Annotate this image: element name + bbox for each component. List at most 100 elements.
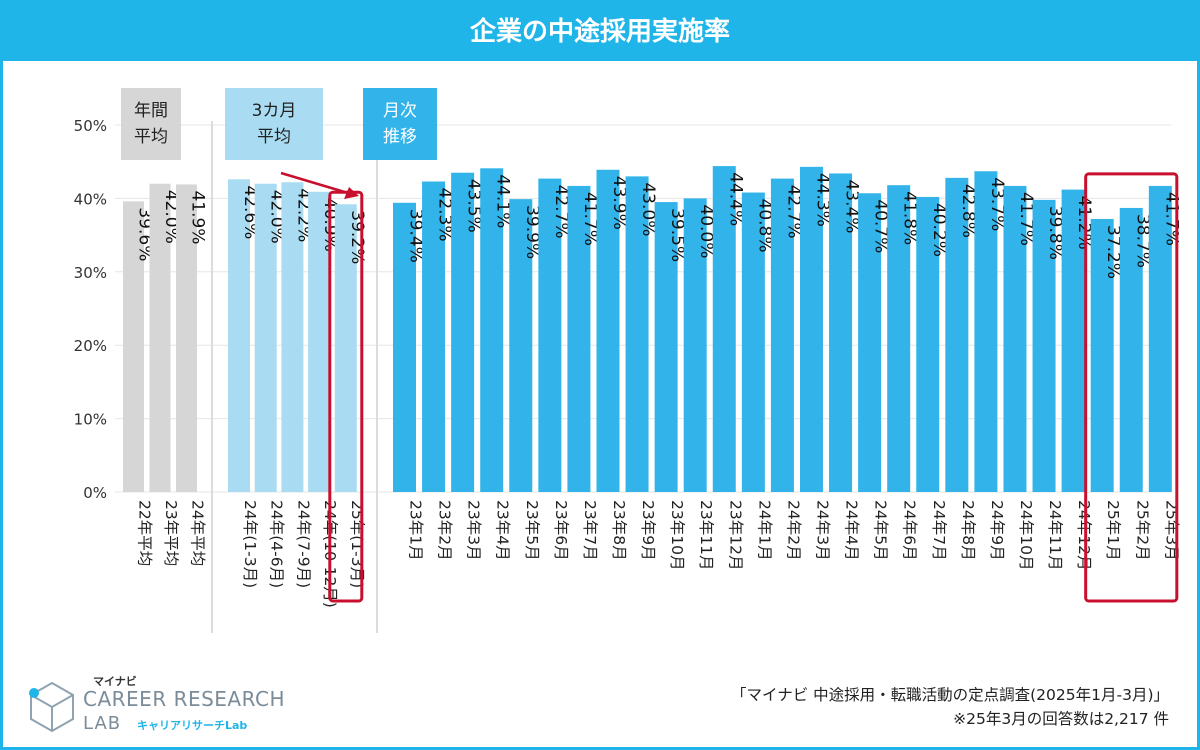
x-tick-label: 24年(7-9月) xyxy=(294,500,312,588)
bar xyxy=(596,169,620,493)
bar xyxy=(654,202,678,492)
bar-value-label: 39.8% xyxy=(1045,206,1065,260)
x-tick-label: 24年5月 xyxy=(872,500,890,561)
x-tick-label: 25年1月 xyxy=(1104,500,1122,561)
bar xyxy=(829,173,853,492)
bar xyxy=(1003,185,1027,492)
bar-value-label: 42.8% xyxy=(958,184,978,238)
x-tick-label: 23年3月 xyxy=(465,500,483,561)
bar-value-label: 43.9% xyxy=(609,176,629,230)
bar-value-label: 40.0% xyxy=(696,204,716,258)
x-tick-label: 24年6月 xyxy=(901,500,919,561)
chart-title: 企業の中途採用実施率 xyxy=(3,3,1197,61)
bar xyxy=(858,193,882,492)
bar xyxy=(974,171,998,492)
x-tick-label: 23年11月 xyxy=(697,500,715,570)
group-label-box xyxy=(121,88,181,160)
cube-logo-icon xyxy=(29,681,74,733)
x-tick-label: 23年1月 xyxy=(407,500,425,561)
bar xyxy=(480,168,504,492)
bar-value-label: 40.8% xyxy=(754,199,774,253)
bar xyxy=(393,202,416,492)
x-tick-label: 24年2月 xyxy=(784,500,802,561)
group-label-text: 年間 xyxy=(134,101,168,121)
bar xyxy=(228,179,250,493)
bar xyxy=(799,166,823,492)
bar-value-label: 43.5% xyxy=(464,179,484,233)
bar-value-label: 39.4% xyxy=(406,209,426,263)
bar xyxy=(123,201,144,492)
group-label-text: 推移 xyxy=(383,127,417,147)
x-tick-label: 24年3月 xyxy=(813,500,831,561)
arrow-head-icon xyxy=(344,187,359,199)
bar xyxy=(149,183,171,492)
x-tick-label: 23年7月 xyxy=(581,500,599,561)
bar xyxy=(567,185,591,492)
footer: 「マイナビ 中途採用・転職活動の定点調査(2025年1月-3月)」 ※25年3月… xyxy=(731,683,1169,731)
arrow-line xyxy=(280,171,349,195)
bar-value-label: 39.2% xyxy=(347,210,367,264)
logo-brand-sub: キャリアリサーチLab xyxy=(137,719,248,732)
logo-brand-small: マイナビ xyxy=(93,675,137,688)
logo-brand-lab: LAB xyxy=(83,713,122,734)
bar xyxy=(770,178,794,492)
group-label-text: 平均 xyxy=(257,127,291,147)
x-tick-label: 23年8月 xyxy=(610,500,628,561)
bar xyxy=(887,185,911,493)
x-tick-label: 24年11月 xyxy=(1046,500,1064,570)
bar-value-label: 41.2% xyxy=(1074,196,1094,250)
x-tick-label: 23年10月 xyxy=(668,500,686,570)
bar xyxy=(334,204,357,492)
x-tick-label: 23年6月 xyxy=(552,500,570,561)
logo-brand-main: CAREER RESEARCH xyxy=(83,687,286,711)
highlight-box xyxy=(1084,172,1179,603)
bar-value-label: 43.0% xyxy=(638,182,658,236)
career-research-lab-logo: マイナビ CAREER RESEARCH LAB キャリアリサーチLab xyxy=(27,671,287,741)
bar-value-label: 37.2% xyxy=(1103,225,1123,279)
group-label-box xyxy=(225,88,323,160)
bar-value-label: 41.8% xyxy=(900,191,920,245)
bar-value-label: 43.4% xyxy=(842,179,862,233)
bar xyxy=(538,178,562,492)
y-tick-label: 30% xyxy=(74,264,107,282)
bar-value-label: 39.9% xyxy=(522,205,542,259)
bar-chart: 0%10%20%30%40%50%年間平均39.6%22年平均42.0%23年平… xyxy=(74,88,1181,633)
bar xyxy=(422,181,446,492)
y-tick-label: 20% xyxy=(74,337,107,355)
x-tick-label: 24年(4-6月) xyxy=(268,500,286,588)
bar-value-label: 40.7% xyxy=(871,199,891,253)
y-tick-label: 0% xyxy=(83,484,107,502)
bar xyxy=(1148,185,1172,492)
x-tick-label: 24年10月 xyxy=(1017,500,1035,570)
bar-value-label: 42.7% xyxy=(783,185,803,239)
bar xyxy=(712,166,736,492)
group-label-text: 平均 xyxy=(134,127,168,147)
bar-value-label: 41.9% xyxy=(188,190,208,244)
group-label-text: 3カ月 xyxy=(252,101,297,121)
bar-value-label: 42.7% xyxy=(551,185,571,239)
bar-value-label: 40.2% xyxy=(929,203,949,257)
x-tick-label: 25年2月 xyxy=(1133,500,1151,561)
bar-value-label: 44.4% xyxy=(725,172,745,226)
bar xyxy=(176,184,197,493)
x-tick-label: 23年12月 xyxy=(726,500,744,570)
bar xyxy=(625,176,649,492)
group-label-box xyxy=(363,88,437,160)
x-tick-label: 24年9月 xyxy=(988,500,1006,561)
bar xyxy=(1090,218,1114,492)
x-tick-label: 23年2月 xyxy=(436,500,454,561)
group-label-text: 月次 xyxy=(383,101,417,121)
bar xyxy=(916,196,940,492)
x-tick-label: 23年平均 xyxy=(162,500,180,566)
bar xyxy=(281,182,304,492)
bar xyxy=(308,191,331,492)
bar-value-label: 41.7% xyxy=(1016,192,1036,246)
bar xyxy=(945,177,969,492)
bar-value-label: 42.3% xyxy=(435,188,455,242)
source-note: 「マイナビ 中途採用・転職活動の定点調査(2025年1月-3月)」 xyxy=(731,686,1169,704)
x-tick-label: 24年平均 xyxy=(189,500,207,566)
x-tick-label: 24年1月 xyxy=(755,500,773,561)
x-tick-label: 24年8月 xyxy=(959,500,977,561)
x-tick-label: 24年(1-3月) xyxy=(241,500,259,588)
